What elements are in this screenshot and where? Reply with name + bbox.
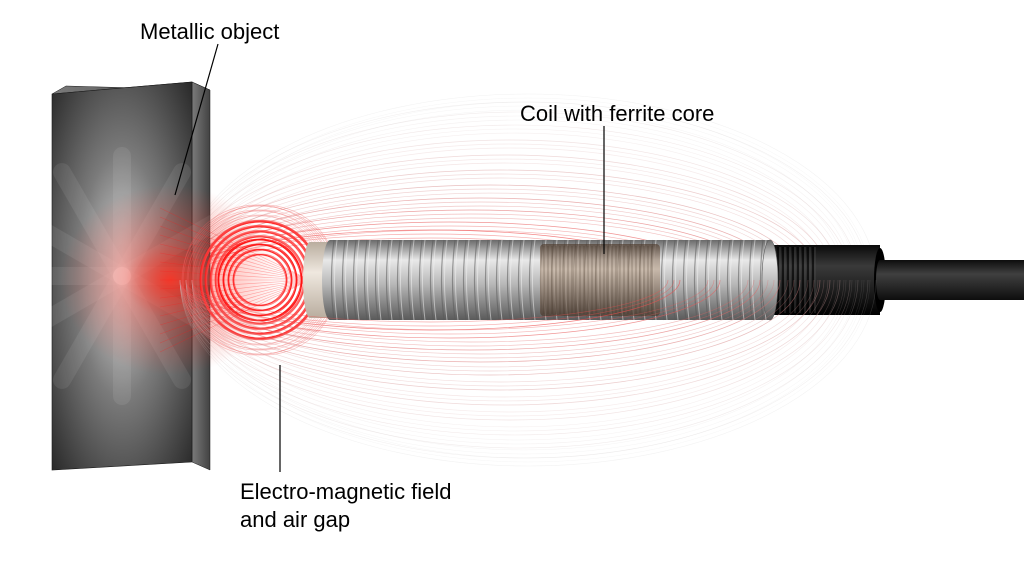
label-metallic-object: Metallic object (140, 18, 279, 46)
scene-svg (0, 0, 1024, 576)
diagram-stage: Metallic object Coil with ferrite core E… (0, 0, 1024, 576)
label-coil-ferrite: Coil with ferrite core (520, 100, 714, 128)
label-em-field: Electro-magnetic field and air gap (240, 478, 452, 533)
